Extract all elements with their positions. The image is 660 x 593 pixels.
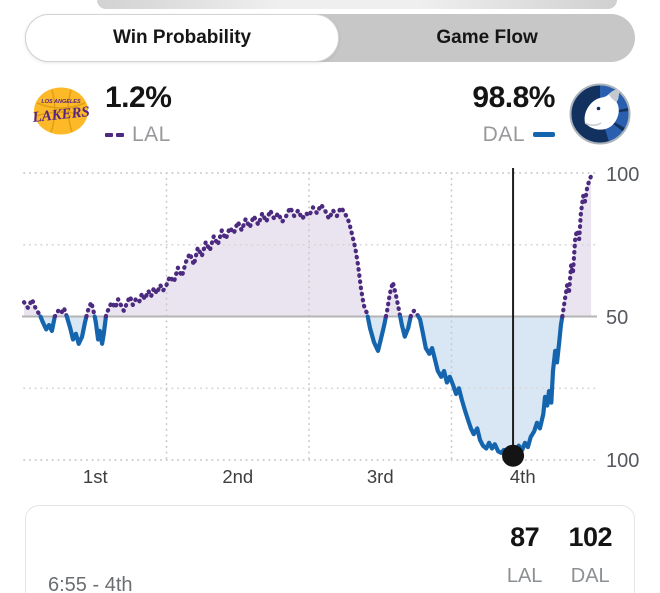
lal-score-abbr: LAL: [506, 565, 543, 587]
current-moment-dot[interactable]: [502, 444, 525, 467]
dal-fill-area: [418, 316, 563, 456]
y-axis-label-top: 100: [606, 164, 639, 186]
scrolled-control-sliver: [97, 0, 617, 9]
x-axis-label-1st: 1st: [83, 466, 108, 487]
dal-probability-line: [398, 314, 413, 339]
tab-win-probability[interactable]: Win Probability: [25, 14, 340, 62]
dal-probability-line: [92, 314, 108, 346]
chart-series-lines: [21, 173, 594, 458]
lal-fill-area: [105, 204, 368, 317]
lal-win-pct: 1.2%: [105, 81, 172, 114]
tab-game-flow-label: Game Flow: [436, 27, 538, 48]
dal-score-column: 102 DAL: [568, 522, 612, 588]
y-axis-label-bottom: 100: [606, 450, 639, 472]
svg-text:LOS ANGELES: LOS ANGELES: [41, 99, 81, 105]
lal-line-swatch-icon: [105, 132, 124, 137]
dal-score: 102: [568, 522, 612, 552]
view-toggle: Win Probability Game Flow: [25, 14, 635, 62]
lakers-logo-icon: LOS ANGELES LAKERS: [31, 87, 91, 135]
chart-gridlines: [22, 172, 597, 461]
win-probability-chart[interactable]: 100 50 100 1st 2nd 3rd 4th: [0, 160, 660, 492]
x-axis-label-3rd: 3rd: [367, 466, 394, 487]
dal-fill-area: [367, 316, 386, 351]
dal-probability-line: [416, 314, 565, 458]
x-axis-labels: 1st 2nd 3rd 4th: [83, 466, 536, 487]
dal-probability-line: [64, 314, 89, 346]
dal-legend: 98.8% DAL: [472, 82, 632, 147]
lal-probability-line: [103, 202, 370, 319]
tab-win-probability-label: Win Probability: [113, 27, 252, 48]
scoreboard: 87 LAL 102 DAL: [507, 522, 613, 588]
lal-probability-line: [560, 173, 594, 319]
dal-probability-line: [38, 314, 57, 333]
lal-abbr: LAL: [132, 122, 171, 146]
lal-probability-line: [383, 280, 403, 319]
dal-line-swatch-icon: [533, 132, 555, 137]
dal-score-abbr: DAL: [570, 565, 610, 587]
dal-abbr: DAL: [482, 122, 525, 146]
lal-probability-line: [52, 305, 69, 319]
chart-marker-dot[interactable]: [502, 444, 525, 467]
dal-probability-line: [365, 314, 388, 353]
lal-legend: LOS ANGELES LAKERS 1.2% LAL: [30, 81, 172, 147]
y-axis-label-mid: 50: [606, 307, 628, 329]
lal-score: 87: [510, 522, 540, 552]
game-status-card[interactable]: 6:55 - 4th 87 LAL 102 DAL: [25, 505, 635, 593]
mavericks-logo-icon: [569, 83, 631, 145]
x-axis-label-2nd: 2nd: [222, 466, 253, 487]
x-axis-label-4th: 4th: [510, 466, 536, 487]
dal-win-pct: 98.8%: [472, 81, 555, 114]
lal-score-column: 87 LAL: [507, 522, 543, 588]
game-clock: 6:55 - 4th: [48, 574, 133, 593]
legend-row: LOS ANGELES LAKERS 1.2% LAL 98.8% DAL: [30, 82, 632, 147]
lal-probability-line: [408, 308, 421, 319]
lal-probability-line: [21, 297, 43, 319]
svg-text:LAKERS: LAKERS: [31, 104, 91, 126]
tab-game-flow[interactable]: Game Flow: [339, 14, 635, 62]
